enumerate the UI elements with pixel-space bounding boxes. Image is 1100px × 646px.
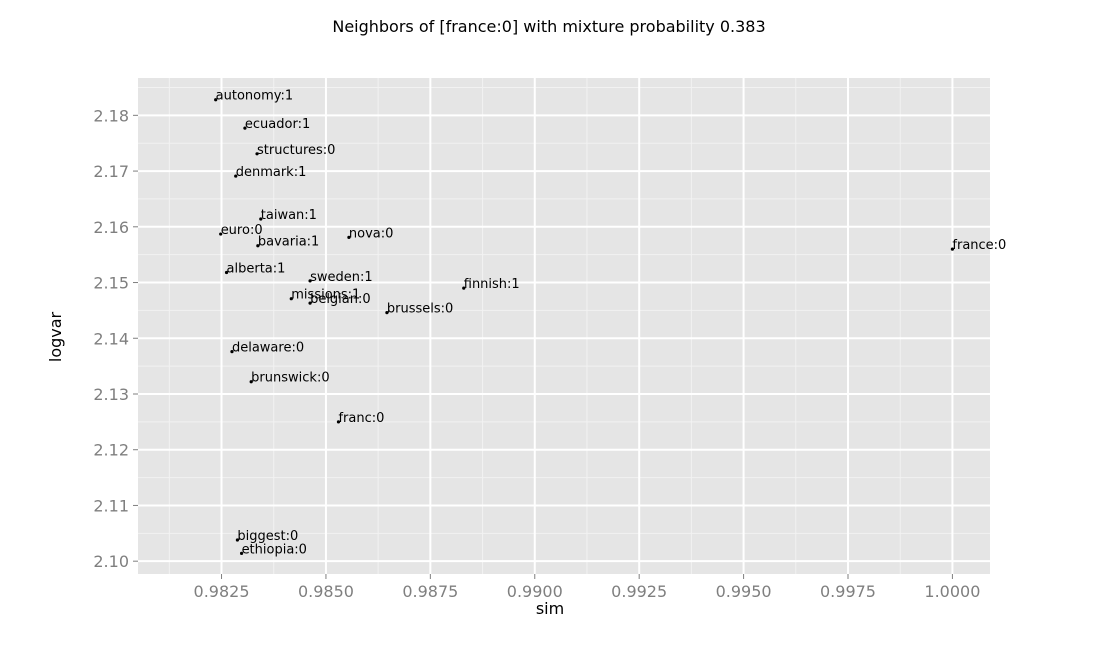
data-point <box>219 232 223 236</box>
data-point <box>950 247 955 251</box>
data-point <box>214 98 218 102</box>
data-point-label: ecuador:1 <box>245 117 310 132</box>
major-gridlines <box>138 78 990 574</box>
data-point-label: belgian:0 <box>310 292 371 307</box>
data-point <box>224 270 229 275</box>
chart-title: Neighbors of [france:0] with mixture pro… <box>332 17 765 36</box>
y-tick-label: 2.16 <box>93 218 129 237</box>
data-point-label: biggest:0 <box>237 529 298 544</box>
data-point-label: delaware:0 <box>232 341 304 356</box>
data-point <box>249 380 253 384</box>
x-axis-title: sim <box>536 599 564 618</box>
data-point <box>308 301 312 305</box>
data-point-label: finnish:1 <box>464 277 520 292</box>
x-tick-label: 1.0000 <box>924 582 980 601</box>
data-point <box>308 279 312 283</box>
y-tick-label: 2.15 <box>93 274 129 293</box>
data-point <box>256 244 260 248</box>
data-point-label: brunswick:0 <box>251 371 329 386</box>
data-point-label: bavaria:1 <box>258 235 319 250</box>
data-point-label: missions:1 <box>291 288 360 303</box>
y-tick-label: 2.10 <box>93 552 129 571</box>
y-axis-title: logvar <box>46 311 65 362</box>
data-point <box>336 420 341 424</box>
x-tick-label: 0.9950 <box>716 582 772 601</box>
data-point <box>243 126 247 130</box>
data-point-label: taiwan:1 <box>261 208 317 223</box>
data-point <box>235 538 239 542</box>
y-axis-ticks: 2.10 2.11 2.12 2.13 2.14 2.15 2.16 2.17 2.18 <box>93 106 138 571</box>
y-tick-label: 2.11 <box>93 496 129 515</box>
data-point-label: brussels:0 <box>387 302 453 317</box>
data-point-label: ethiopia:0 <box>242 542 307 557</box>
x-tick-label: 0.9900 <box>507 582 563 601</box>
data-points <box>214 98 955 555</box>
data-point <box>239 551 244 555</box>
data-point-label: denmark:1 <box>236 165 307 180</box>
y-tick-label: 2.18 <box>93 106 129 125</box>
data-point <box>234 174 238 178</box>
data-point-label: alberta:1 <box>227 261 286 276</box>
data-point-label: franc:0 <box>338 411 384 426</box>
y-tick-label: 2.14 <box>93 329 129 348</box>
data-point <box>347 235 351 239</box>
data-point-label: france:0 <box>952 238 1006 253</box>
data-point-label: autonomy:1 <box>216 89 294 104</box>
x-tick-label: 0.9850 <box>298 582 354 601</box>
x-axis-ticks: 0.9825 0.9850 0.9875 0.9900 0.9925 0.9950 0.99… <box>194 574 980 601</box>
data-point <box>289 297 293 301</box>
y-tick-label: 2.17 <box>93 162 129 181</box>
data-point <box>230 350 234 354</box>
x-tick-label: 0.9975 <box>820 582 876 601</box>
data-point <box>255 152 259 156</box>
x-tick-label: 0.9925 <box>611 582 667 601</box>
data-point <box>462 286 466 290</box>
data-point-label: structures:0 <box>257 143 335 158</box>
data-point-label: euro:0 <box>221 223 263 238</box>
data-point-labels: autonomy:1 ecuador:1 structures:0 denmark:1… <box>216 89 1007 558</box>
y-tick-label: 2.12 <box>93 441 129 460</box>
data-point-label: sweden:1 <box>310 270 373 285</box>
x-tick-label: 0.9875 <box>402 582 458 601</box>
x-tick-label: 0.9825 <box>194 582 250 601</box>
data-point <box>385 311 389 315</box>
data-point <box>259 217 263 221</box>
y-tick-label: 2.13 <box>93 385 129 404</box>
data-point-label: nova:0 <box>349 226 394 241</box>
